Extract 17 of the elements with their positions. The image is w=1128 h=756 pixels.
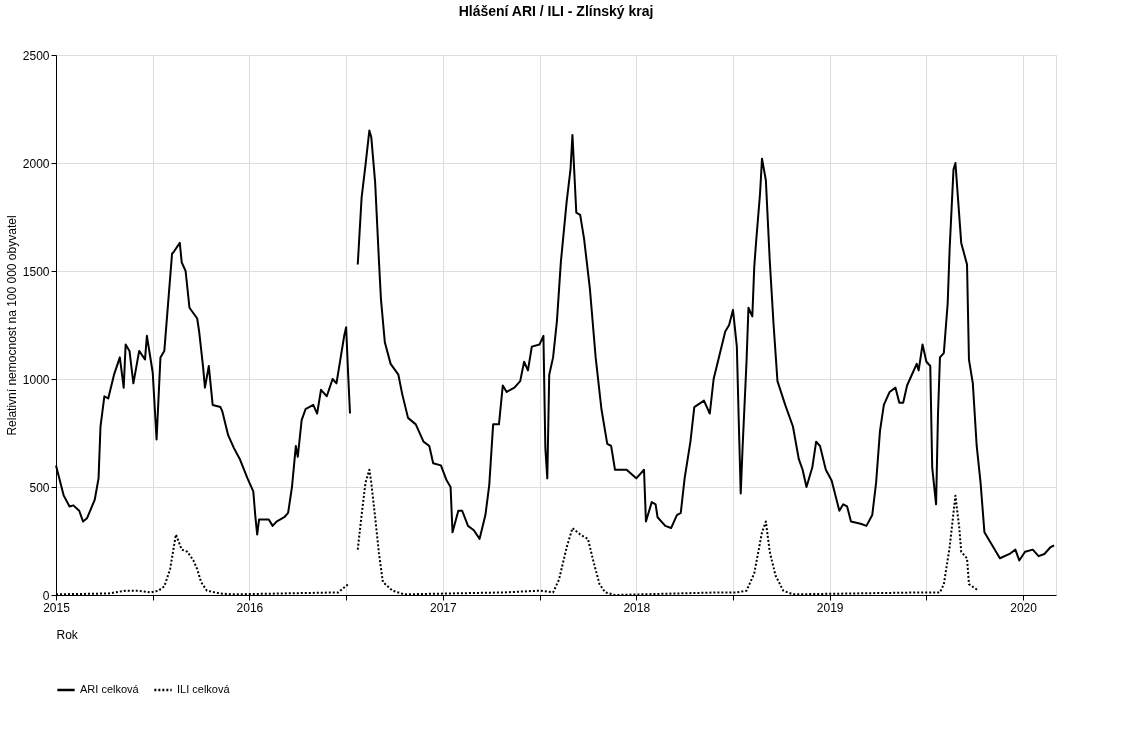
chart-title: Hlášení ARI / ILI - Zlínský kraj <box>458 3 654 19</box>
x-tick-label: 2015 <box>43 600 71 615</box>
x-tick-label: 2017 <box>430 600 458 615</box>
x-tick-label: 2018 <box>623 600 651 615</box>
x-axis-title: Rok <box>56 627 79 642</box>
y-tick-label: 1000 <box>22 372 50 387</box>
legend-label: ARI celková <box>80 683 140 695</box>
x-tick-label: 2020 <box>1010 600 1038 615</box>
y-tick-label: 2000 <box>22 156 50 171</box>
x-tick-label: 2019 <box>816 600 844 615</box>
legend-label: ILI celková <box>177 683 231 695</box>
x-tick-label: 2016 <box>236 600 264 615</box>
y-axis-title: Relativní nemocnost na 100 000 obyvatel <box>4 215 19 436</box>
y-tick-label: 0 <box>42 588 50 603</box>
y-tick-label: 2500 <box>22 48 50 63</box>
y-tick-label: 1500 <box>22 264 50 279</box>
y-tick-label: 500 <box>29 480 50 495</box>
